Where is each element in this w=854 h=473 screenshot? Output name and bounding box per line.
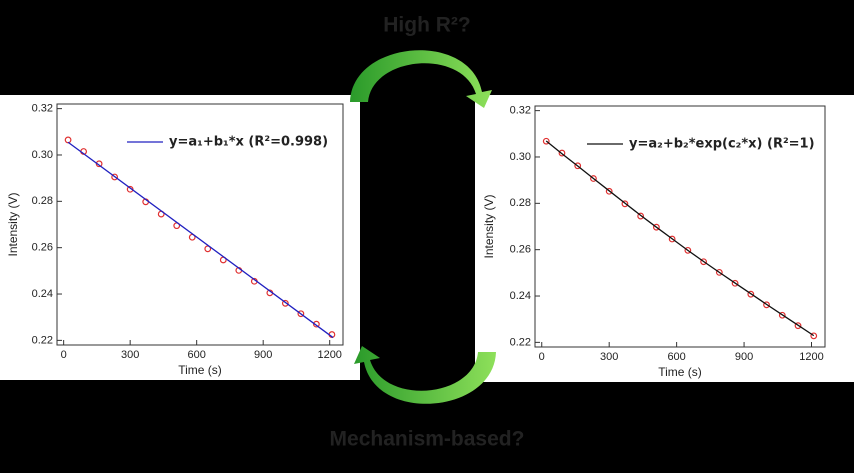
annotation: High R²? [383,14,470,37]
x-tick-label: 300 [121,349,139,361]
data-point [715,268,723,276]
y-tick-label: 0.28 [32,195,53,207]
data-point [312,320,320,328]
right-panel [475,95,854,382]
data-point [621,200,629,208]
x-tick-label: 600 [187,349,205,361]
data-point [763,301,770,309]
left-panel [0,95,360,380]
annotation: Mechanism-based? [330,428,525,451]
data-point [297,310,305,318]
data-point [778,311,786,319]
plot-frame [534,105,826,348]
data-point [590,175,597,182]
data-point [542,137,550,145]
data-point [281,299,289,307]
x-tick-label: 0 [61,349,67,361]
x-axis-label: Time (s) [658,365,702,379]
plot-frame [56,103,344,346]
data-point [204,245,212,253]
arrow-top [350,50,492,108]
data-point [668,235,676,243]
y-axis-label: Intensity (V) [482,194,496,258]
y-tick-label: 0.28 [510,197,531,209]
data-point [605,187,613,195]
x-tick-label: 900 [254,349,272,361]
x-axis-label: Time (s) [178,363,222,377]
y-axis-label: Intensity (V) [6,192,20,256]
fit-line [67,141,334,339]
data-point [810,332,818,340]
x-tick-label: 900 [735,351,753,363]
x-tick-label: 1200 [799,351,823,363]
y-tick-label: 0.26 [510,244,531,256]
data-point [558,149,566,157]
y-tick-label: 0.30 [32,149,53,161]
x-tick-label: 600 [667,351,685,363]
y-tick-label: 0.24 [32,288,53,300]
x-tick-label: 0 [539,351,545,363]
x-tick-label: 300 [600,351,618,363]
y-tick-label: 0.32 [510,105,531,117]
data-point [747,290,755,298]
y-tick-label: 0.24 [510,290,531,302]
data-point [700,258,708,266]
arrow-bottom [354,346,496,404]
y-tick-label: 0.32 [32,103,53,115]
y-tick-label: 0.22 [510,336,531,348]
data-point [684,246,692,254]
data-point [731,279,739,287]
x-tick-label: 1200 [317,349,341,361]
data-point [111,173,119,181]
legend-label: y=a₁+b₁*x (R²=0.998) [169,135,328,150]
y-tick-label: 0.26 [32,242,53,254]
data-point [574,162,582,170]
y-tick-label: 0.30 [510,151,531,163]
legend-label: y=a₂+b₂*exp(c₂*x) (R²=1) [629,137,815,152]
fit-line [545,140,815,337]
data-point [637,212,645,220]
y-tick-label: 0.22 [32,334,53,346]
data-point [652,223,660,231]
data-point [794,322,802,330]
